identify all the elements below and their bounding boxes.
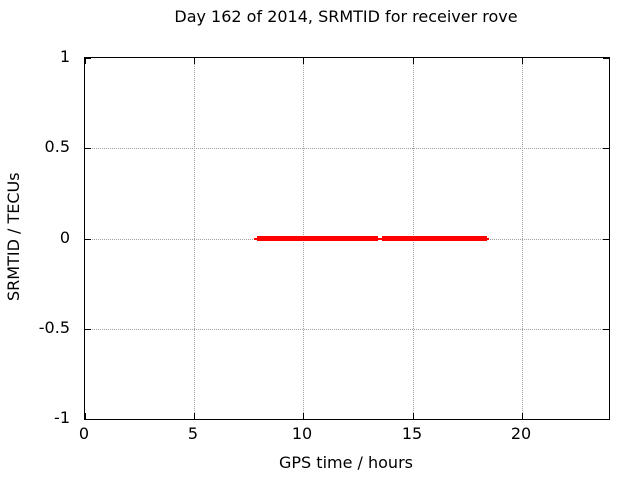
- x-tick-mark-top: [85, 58, 86, 64]
- gridline-vertical: [522, 58, 523, 419]
- y-tick-mark-left: [85, 58, 91, 59]
- x-tick-mark-top: [194, 58, 195, 64]
- series-segment: [382, 236, 487, 241]
- x-axis-tick-labels: 0 5 10 15 20: [79, 424, 608, 446]
- y-tick-mark-right: [603, 419, 609, 420]
- y-tick-mark-left: [85, 329, 91, 330]
- y-tick-label: 0.5: [44, 137, 70, 156]
- y-tick-mark-right: [603, 329, 609, 330]
- x-tick-mark-bottom: [413, 413, 414, 419]
- y-tick-label: -0.5: [38, 318, 70, 337]
- plot-area: [84, 57, 610, 420]
- x-tick-mark-bottom: [303, 413, 304, 419]
- y-tick-mark-left: [85, 419, 91, 420]
- gridline-vertical: [194, 58, 195, 419]
- x-axis-title: GPS time / hours: [279, 453, 413, 472]
- x-tick-label: 15: [401, 424, 423, 443]
- y-axis-title: SRMTID / TECUs: [4, 172, 23, 302]
- gridline-horizontal: [85, 329, 609, 330]
- x-tick-mark-top: [522, 58, 523, 64]
- y-tick-label: -1: [54, 408, 70, 427]
- chart-title: Day 162 of 2014, SRMTID for receiver rov…: [174, 7, 518, 26]
- x-tick-mark-top: [413, 58, 414, 64]
- x-tick-label: 10: [291, 424, 313, 443]
- y-tick-mark-left: [85, 239, 91, 240]
- y-tick-label: 1: [59, 47, 70, 66]
- series-segment: [257, 236, 378, 241]
- x-tick-mark-bottom: [85, 413, 86, 419]
- x-tick-mark-top: [303, 58, 304, 64]
- y-tick-mark-right: [603, 148, 609, 149]
- x-tick-label: 5: [187, 424, 199, 443]
- y-tick-mark-left: [85, 148, 91, 149]
- y-axis-tick-labels: 1 0.5 0 -0.5 -1: [0, 47, 70, 427]
- y-tick-label: 0: [59, 228, 70, 247]
- x-tick-mark-bottom: [194, 413, 195, 419]
- y-tick-mark-right: [603, 58, 609, 59]
- x-tick-label: 0: [78, 424, 90, 443]
- y-tick-mark-right: [603, 239, 609, 240]
- x-tick-mark-bottom: [522, 413, 523, 419]
- gridline-horizontal: [85, 148, 609, 149]
- x-tick-label: 20: [510, 424, 532, 443]
